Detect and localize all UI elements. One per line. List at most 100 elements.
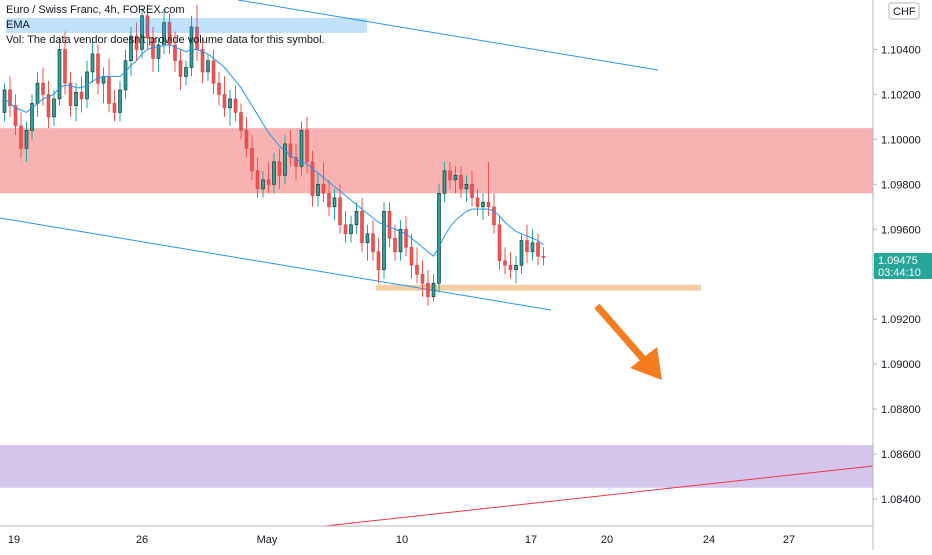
candle-down <box>508 264 513 271</box>
candle-up <box>57 49 62 100</box>
candle-up <box>189 26 194 68</box>
candle-down <box>277 161 282 176</box>
candle-down <box>525 240 529 253</box>
candle-down <box>239 112 243 131</box>
candle-down <box>96 53 100 84</box>
candle-down <box>255 170 260 190</box>
candle-up <box>365 233 370 244</box>
last-price-label: 1.09475 03:44:10 <box>874 253 932 279</box>
candle-down <box>250 148 254 172</box>
candle-up <box>442 170 447 194</box>
candle-up <box>261 179 265 190</box>
support-zone[interactable] <box>0 445 873 488</box>
price-tick-label: 1.09800 <box>881 179 921 191</box>
candle-down <box>338 197 342 226</box>
candle-down <box>107 76 111 104</box>
candle-up <box>519 240 524 266</box>
candle-down <box>145 15 150 39</box>
candle-down <box>420 273 425 284</box>
price-tick-label: 1.09200 <box>881 314 921 326</box>
time-axis[interactable]: 19 26 May 10 17 20 24 27 <box>8 534 795 546</box>
candle-up <box>481 202 485 208</box>
candle-up <box>530 242 535 253</box>
candle-up <box>382 210 386 271</box>
legend-title[interactable]: Euro / Swiss Franc, 4h, FOREX.com <box>6 4 185 16</box>
price-tick-label: 1.10200 <box>881 89 921 101</box>
legend-ema[interactable]: EMA <box>6 18 367 33</box>
candle-down <box>536 242 540 257</box>
price-tick-label: 1.10000 <box>881 134 921 146</box>
time-tick-label: 20 <box>601 534 613 546</box>
candle-down <box>541 255 546 258</box>
candle-up <box>299 130 304 167</box>
candle-up <box>453 175 458 181</box>
candle-down <box>470 184 474 199</box>
candle-up <box>129 35 133 61</box>
candle-down <box>503 260 507 266</box>
candle-down <box>178 60 183 77</box>
candle-up <box>140 15 144 50</box>
lower-trendline[interactable] <box>0 217 552 311</box>
time-tick-label: 27 <box>783 534 795 546</box>
currency-badge[interactable]: CHF <box>888 2 920 20</box>
candle-up <box>206 60 210 73</box>
candle-down <box>343 224 348 235</box>
candle-down <box>448 170 452 181</box>
candle-up <box>24 130 29 149</box>
candle-down <box>492 206 496 226</box>
price-tick-label: 1.09000 <box>881 359 921 371</box>
time-tick-label: 17 <box>525 534 537 546</box>
candle-down <box>310 161 315 196</box>
price-tick-label: 1.08800 <box>881 404 921 416</box>
price-tick-label: 1.08600 <box>881 449 921 461</box>
candle-up <box>52 98 56 118</box>
time-tick-label: 26 <box>136 534 148 546</box>
candle-down <box>222 94 227 109</box>
candle-down <box>46 94 51 118</box>
candle-down <box>233 98 238 113</box>
candle-down <box>79 91 84 100</box>
candle-up <box>123 60 128 91</box>
candle-up <box>514 264 518 271</box>
candle-up <box>2 89 7 113</box>
price-tick-label: 1.09600 <box>881 224 921 236</box>
candle-down <box>459 175 463 190</box>
candle-down <box>393 237 397 253</box>
candle-up <box>101 76 106 84</box>
red-trendline[interactable] <box>324 465 874 527</box>
candle-down <box>134 35 139 50</box>
horizontal-level-line[interactable] <box>376 284 701 291</box>
candle-up <box>354 210 359 226</box>
candle-down <box>112 103 117 113</box>
candle-up <box>272 161 276 185</box>
candle-up <box>464 184 469 190</box>
candle-down <box>63 49 67 84</box>
down-arrow-icon[interactable] <box>594 303 662 380</box>
time-tick-label: 10 <box>396 534 408 546</box>
chart-legend: Euro / Swiss Franc, 4h, FOREX.com EMA Vo… <box>6 3 367 48</box>
candle-down <box>266 179 271 185</box>
candle-down <box>486 202 491 208</box>
candle-up <box>156 44 161 59</box>
candle-up <box>431 282 436 298</box>
candle-down <box>371 233 375 253</box>
candle-down <box>68 82 73 106</box>
candle-up <box>74 91 78 106</box>
candle-down <box>404 228 408 248</box>
currency-badge-label: CHF <box>893 6 916 18</box>
candle-up <box>283 143 287 176</box>
candle-down <box>321 184 326 194</box>
candle-up <box>332 197 337 208</box>
candle-down <box>294 157 298 167</box>
upper-trendline[interactable] <box>237 0 659 71</box>
candle-down <box>409 246 414 266</box>
price-tick-label: 1.08400 <box>881 494 921 506</box>
candle-countdown: 03:44:10 <box>878 267 921 279</box>
candles-group <box>2 4 546 306</box>
resistance-zone[interactable] <box>0 128 873 194</box>
candle-up <box>398 228 403 253</box>
last-price-value: 1.09475 <box>878 255 918 267</box>
candle-down <box>376 251 381 271</box>
